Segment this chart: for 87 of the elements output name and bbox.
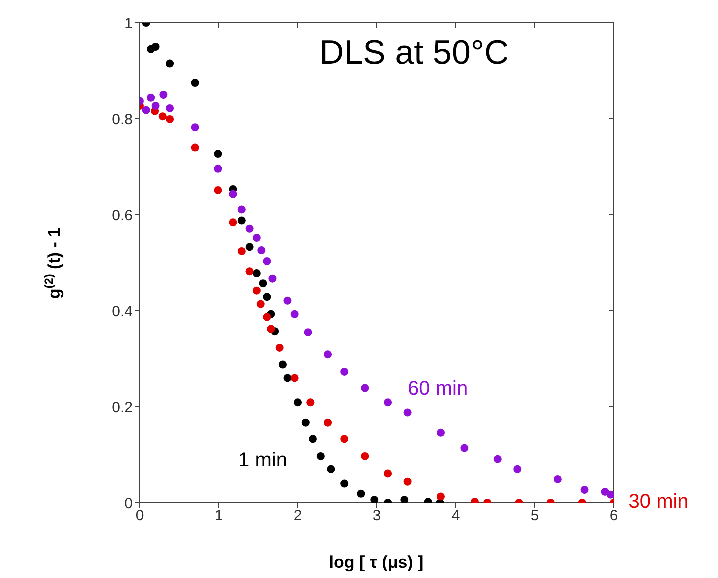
y-tick-label: 0.4 [112,303,133,320]
point [263,258,272,266]
point [252,270,261,278]
point [268,274,277,283]
point [327,465,336,474]
point [238,247,246,256]
point [302,418,310,427]
y-tick-label: 0 [124,495,133,512]
point [554,475,562,484]
point [290,374,299,382]
x-tick-label: 3 [372,508,382,525]
point [166,115,174,124]
x-tick-label: 5 [530,508,540,525]
point [278,360,287,369]
point [258,246,266,255]
point [494,455,502,464]
point [152,102,160,110]
chart-title: DLS at 50°C [320,34,510,72]
point [252,286,261,295]
point [263,313,272,322]
x-tick-label: 1 [214,508,224,525]
point [246,268,254,276]
point [246,224,254,233]
point [214,186,222,195]
point [357,490,366,498]
point [246,243,254,252]
point [147,94,156,102]
point [361,452,370,460]
point [460,444,469,452]
point [436,428,445,437]
y-tick-label: 0.2 [112,399,133,416]
point [290,310,299,318]
point [229,190,238,198]
point [238,216,246,225]
point [404,478,412,486]
point [152,43,160,51]
point [340,480,349,488]
point [166,104,174,112]
point [191,79,200,87]
point [370,496,379,503]
point [404,408,412,417]
point [324,418,332,427]
point [214,164,222,173]
y-tick-label: 0.6 [112,207,133,224]
point [238,206,246,214]
point [309,435,318,444]
point [263,293,272,302]
x-axis-title: log [ τ (μs) ] [329,553,424,572]
point [284,296,292,305]
x-tick-label: 6 [610,508,618,525]
point [191,124,200,132]
point [166,60,174,68]
point [514,465,522,474]
point [160,91,168,99]
point [400,496,409,503]
point [142,106,150,114]
point [284,374,292,382]
point [259,280,268,288]
point [256,300,265,308]
point [384,470,392,478]
point [340,368,349,376]
x-tick-label: 0 [136,508,144,525]
x-tick-label: 2 [294,508,302,525]
series-label: 60 min [408,378,468,400]
series-label: 1 min [238,450,288,472]
y-tick-label: 1 [124,15,133,32]
point [316,452,325,460]
point [229,218,238,227]
point [276,344,284,352]
point [158,112,167,121]
point [324,350,332,359]
y-tick-label: 0.8 [112,111,133,128]
series-label: 30 min [628,490,689,513]
point [252,234,261,242]
point [436,492,445,501]
point [214,150,222,158]
point [384,398,392,407]
point [580,486,589,494]
point [267,325,276,334]
point [606,490,614,499]
point [361,384,370,392]
point [306,398,315,407]
point [191,144,200,152]
point [294,398,302,407]
x-tick-label: 4 [452,508,460,525]
point [304,328,312,337]
point [340,435,349,444]
